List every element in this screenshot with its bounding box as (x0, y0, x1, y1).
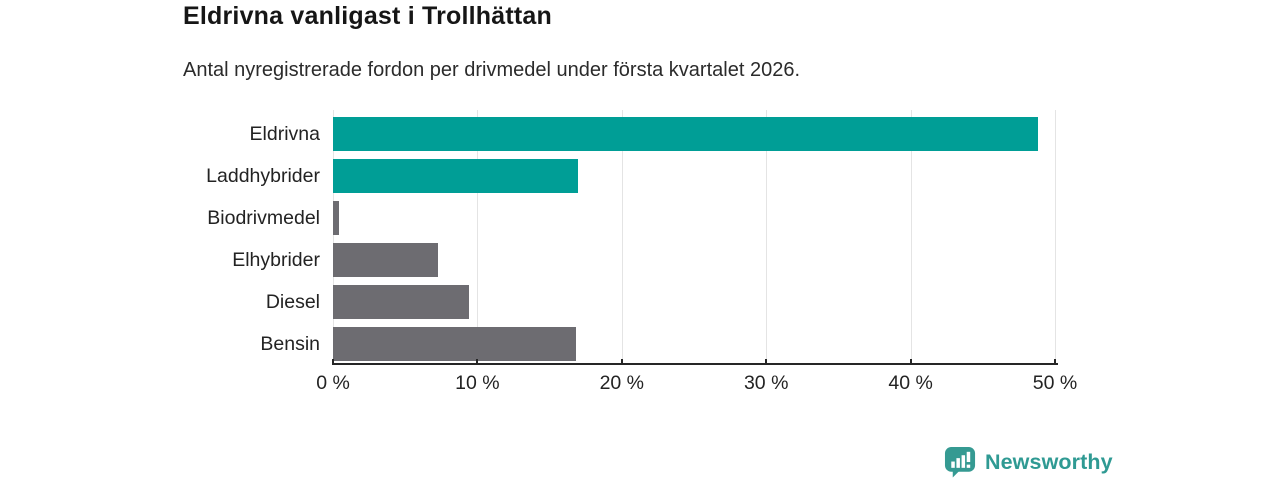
category-label: Eldrivna (249, 123, 320, 145)
category-label: Biodrivmedel (207, 207, 320, 229)
bar (333, 117, 1038, 151)
bar (333, 159, 579, 193)
grid-line-0 (333, 110, 334, 363)
newsworthy-logo: Newsworthy (944, 446, 1113, 479)
chart-title: Eldrivna vanligast i Trollhättan (183, 2, 552, 30)
axis-tick-label: 50 % (1032, 372, 1078, 394)
grid-line-30 (766, 110, 768, 363)
category-label: Bensin (260, 333, 320, 355)
grid-line-20 (621, 110, 623, 363)
axis-tick (332, 359, 334, 363)
axis-tick (1054, 359, 1056, 363)
newsworthy-chart-bubble-icon (944, 446, 976, 478)
axis-tick (765, 359, 768, 363)
axis-tick-label: 30 % (743, 372, 789, 394)
axis-tick-label: 20 % (599, 372, 645, 394)
x-axis-line (332, 363, 1058, 365)
axis-tick (476, 359, 479, 363)
newsworthy-wordmark: Newsworthy (985, 450, 1113, 474)
category-label: Laddhybrider (206, 165, 320, 187)
bar (333, 285, 469, 319)
axis-tick-label: 0 % (316, 372, 350, 394)
axis-tick (620, 359, 623, 363)
grid-line-50 (1055, 110, 1056, 363)
bar (333, 243, 439, 277)
bar (333, 201, 339, 235)
chart-subtitle: Antal nyregistrerade fordon per drivmede… (183, 59, 801, 81)
category-label: Elhybrider (232, 249, 320, 271)
axis-tick (909, 359, 912, 363)
category-label: Diesel (265, 291, 320, 313)
grid-line-10 (477, 110, 479, 363)
bar (333, 327, 576, 361)
axis-tick-label: 10 % (455, 372, 500, 394)
axis-tick-label: 40 % (888, 372, 933, 394)
grid-line-40 (910, 110, 912, 363)
